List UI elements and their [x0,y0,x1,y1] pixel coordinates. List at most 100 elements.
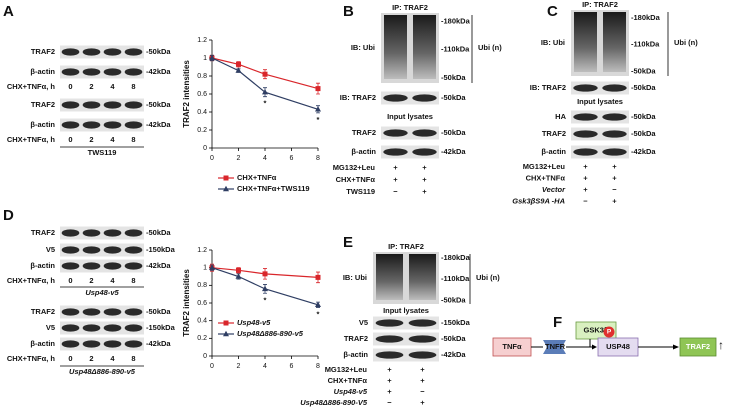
blot-band [124,308,143,316]
significance-mark: * [264,295,267,304]
point [209,54,215,61]
condition-sign: + [612,162,617,171]
blot-strip [60,259,144,273]
blot-band [124,68,143,76]
time-label: 0 [68,135,72,144]
kda-marker: -50kDa [146,47,171,56]
kda-marker: -42kDa [146,339,171,348]
row-label: TRAF2 [31,100,55,109]
legend-label: CHX+TNFα [237,173,277,182]
condition-sign: + [583,173,588,182]
blot-band [61,262,80,270]
y-tick-label: 0.4 [197,318,207,325]
blot-band [61,68,80,76]
condition-label: TWS119 [346,187,375,196]
condition-sign: − [420,387,425,396]
blot-band [61,101,80,109]
time-label: 4 [110,276,115,285]
condition-label: Usp48Δ886-890-V5 [300,398,368,407]
kda-marker: -50kDa [146,307,171,316]
condition-sign: − [387,398,392,407]
blot-band [103,121,122,129]
y-tick-label: 1 [203,55,207,62]
time-label: 2 [89,354,93,363]
blot-band [61,324,80,332]
blot-strip [60,321,144,335]
x-tick-label: 8 [316,363,320,370]
condition-sign: − [393,187,398,196]
y-tick-label: 1 [203,265,207,272]
condition-label: Usp48-v5 [334,387,368,396]
time-label: 0 [68,82,72,91]
condition-label: MG132+Leu [523,162,566,171]
ubi-smear [413,15,436,79]
row-label: V5 [46,245,55,254]
y-tick-label: 1.2 [197,247,207,254]
ubi-smear [574,12,597,72]
ip-label: IP: TRAF2 [582,0,618,9]
blot-band [124,229,143,237]
blot-band [573,130,598,138]
row-label: TRAF2 [31,307,55,316]
panel-letter: F [553,314,562,331]
time-label: 8 [131,135,135,144]
blot-band [103,324,122,332]
condition-sign: + [387,387,392,396]
condition-sign: + [422,175,427,184]
y-tick-label: 0.6 [197,91,207,98]
point [315,106,321,112]
kda-marker: -42kDa [146,67,171,76]
ib-label: IB: Ubi [541,38,565,47]
blot-band [412,129,437,137]
x-tick-label: 6 [290,363,294,370]
blot-band [82,68,101,76]
ip-label: IP: TRAF2 [392,3,428,12]
blot-band [61,121,80,129]
time-label: 2 [89,82,93,91]
blot-band [124,324,143,332]
condition-label: MG132+Leu [325,365,368,374]
significance-mark: * [264,99,267,108]
treatment-label: CHX+TNFα, h [7,135,56,144]
row-label: V5 [46,323,55,332]
kda-marker: -180kDa [631,13,661,22]
panel-letter: A [3,3,14,20]
kda-marker: -42kDa [441,350,466,359]
blot-band [602,84,627,92]
x-tick-label: 4 [263,155,267,162]
treatment-label: CHX+TNFα, h [7,82,56,91]
point [236,267,241,273]
blot-band [82,101,101,109]
blot-strip [60,118,144,132]
kda-marker: -50kDa [631,129,656,138]
kda-marker: -42kDa [146,120,171,129]
condition-label: MG132+Leu [333,163,376,172]
node-box [679,337,717,357]
point [209,264,215,270]
kda-marker: -50kDa [441,334,466,343]
kda-marker: -50kDa [631,66,656,75]
ubi-label: Ubi (n) [478,43,502,52]
blot-band [383,148,408,156]
point [236,61,241,67]
y-tick-label: 1.2 [197,37,207,44]
blot-band [61,308,80,316]
row-label: HA [555,112,566,121]
ubi-label: Ubi (n) [674,38,698,47]
point [262,271,268,277]
row-label: TRAF2 [31,47,55,56]
condition-sign: + [393,175,398,184]
blot-band [124,121,143,129]
blot-band [602,130,627,138]
series-line [211,267,319,278]
blot-band [103,68,122,76]
kda-marker: -110kDa [441,44,470,53]
blot-band [383,129,408,137]
condition-sign: + [387,376,392,385]
y-tick-label: 0 [203,353,207,360]
blot-band [408,335,437,343]
time-label: 0 [68,276,72,285]
x-tick-label: 4 [263,363,267,370]
blot-band [61,340,80,348]
row-label: V5 [359,318,368,327]
